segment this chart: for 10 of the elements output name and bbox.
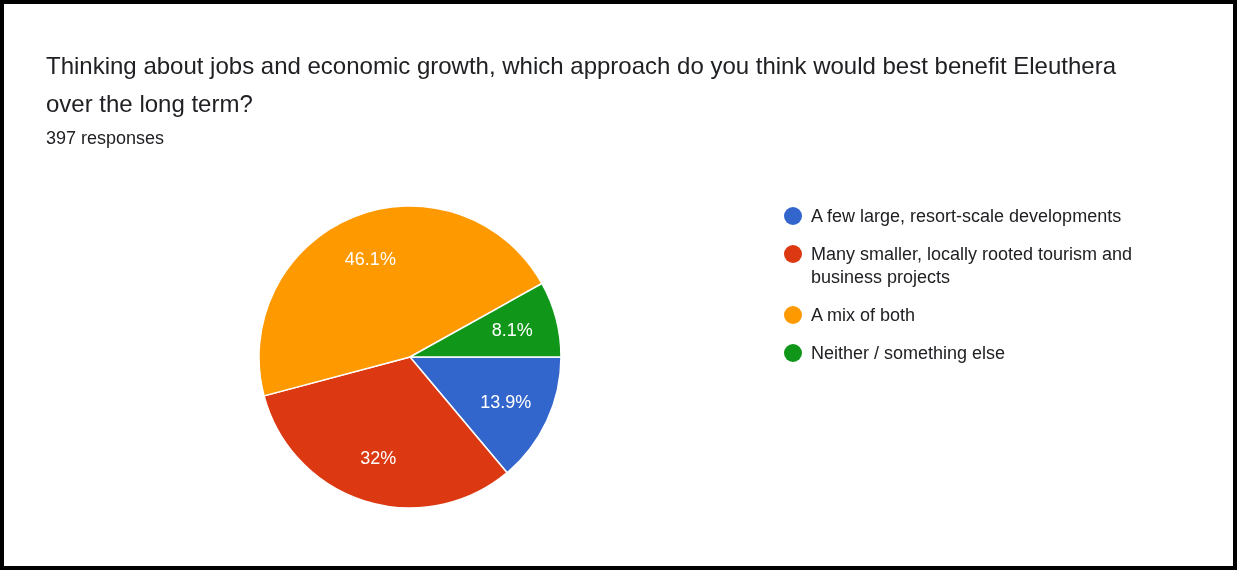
legend-label: A mix of both [811,305,916,325]
legend-label: Neither / something else [811,343,1006,363]
data-label: 46.1% [344,249,396,270]
legend-label: Many smaller, locally rooted tourism and business projects [811,244,1133,287]
legend-label: A few large, resort-scale developments [811,206,1122,226]
data-label: 32% [360,447,397,468]
chart-title: Thinking about jobs and economic growth, which approach do you think would best benefit Eleuthera over the long term? [46,52,1117,117]
data-label: 8.1% [491,320,533,341]
data-label: 13.9% [480,391,532,412]
text: 397 responses [46,128,165,148]
